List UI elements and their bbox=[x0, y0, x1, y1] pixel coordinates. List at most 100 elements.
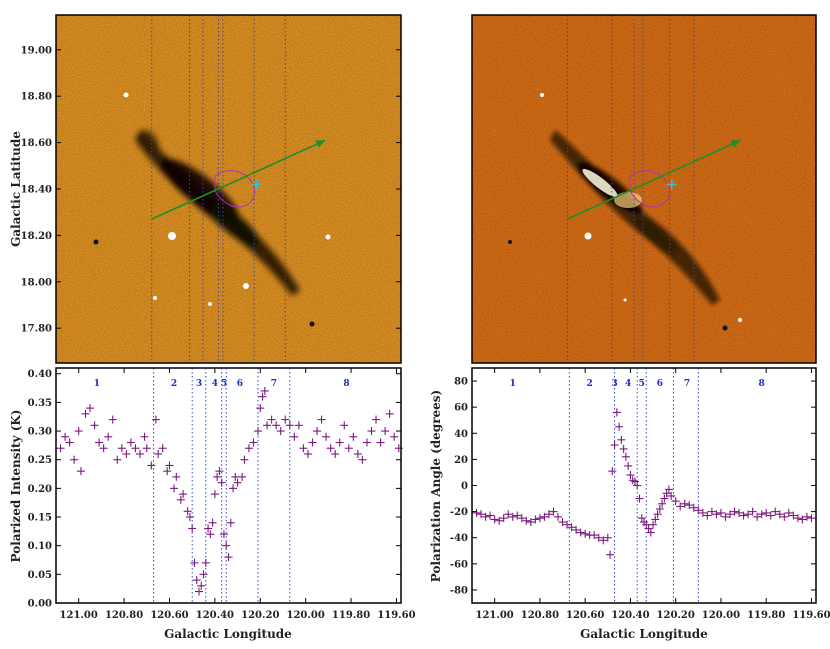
data-point bbox=[215, 467, 224, 476]
cross-marker bbox=[251, 179, 262, 190]
data-point bbox=[183, 507, 192, 516]
data-point bbox=[372, 415, 381, 424]
x-ticks: 121.00 120.80 120.60 120.40 120.20 120.00 119.… bbox=[475, 368, 830, 621]
data-point bbox=[617, 435, 626, 444]
data-point bbox=[798, 515, 807, 524]
data-point bbox=[739, 511, 748, 520]
image-noise bbox=[56, 15, 401, 363]
data-point bbox=[748, 507, 757, 516]
data-point bbox=[619, 444, 628, 453]
data-point bbox=[238, 472, 247, 481]
x-tick-label: 119.60 bbox=[792, 610, 830, 621]
y-tick-label: 0.10 bbox=[28, 541, 52, 552]
data-point bbox=[651, 515, 660, 524]
data-point bbox=[313, 427, 322, 436]
data-point bbox=[172, 472, 181, 481]
data-point bbox=[658, 499, 667, 508]
data-point bbox=[176, 495, 185, 504]
data-point bbox=[563, 520, 572, 529]
data-point bbox=[549, 507, 558, 516]
data-point bbox=[229, 484, 238, 493]
data-point bbox=[802, 512, 811, 521]
data-point bbox=[671, 497, 680, 506]
data-point bbox=[244, 444, 253, 453]
data-point bbox=[531, 515, 540, 524]
x-tick-label: 120.20 bbox=[241, 610, 279, 621]
direction-arrow bbox=[151, 139, 326, 220]
data-point bbox=[762, 508, 771, 517]
data-point bbox=[721, 512, 730, 521]
data-point bbox=[726, 510, 734, 519]
y-axis-label: Galactic Latitude bbox=[9, 131, 23, 247]
panel-frame bbox=[471, 14, 817, 364]
x-tick-label: 120.00 bbox=[702, 610, 740, 621]
data-point bbox=[367, 427, 376, 436]
data-point bbox=[572, 525, 581, 534]
segment-label-5: 5 bbox=[639, 379, 645, 389]
data-point bbox=[504, 510, 513, 519]
data-point bbox=[56, 444, 65, 453]
x-tick-label: 120.20 bbox=[657, 610, 695, 621]
data-point bbox=[635, 494, 644, 503]
image-panel-polarization-angle bbox=[471, 14, 817, 364]
data-point bbox=[131, 444, 140, 453]
data-point bbox=[188, 524, 197, 533]
y-tick-label: 18.80 bbox=[21, 92, 52, 103]
y-tick-label: -80 bbox=[450, 585, 468, 596]
data-point bbox=[208, 518, 217, 527]
y-tick-label: 0.05 bbox=[28, 570, 52, 581]
segment-label-6: 6 bbox=[657, 379, 663, 389]
x-tick-label: 120.80 bbox=[521, 610, 559, 621]
data-point bbox=[140, 432, 149, 441]
data-point bbox=[789, 511, 798, 520]
data-point bbox=[267, 415, 276, 424]
data-point bbox=[680, 499, 689, 508]
data-point bbox=[744, 510, 753, 519]
data-point bbox=[477, 510, 486, 519]
data-point bbox=[317, 415, 326, 424]
segment-label-1: 1 bbox=[94, 379, 100, 389]
y-tick-label: 0.30 bbox=[28, 427, 52, 438]
y-tick-label: -20 bbox=[450, 507, 468, 518]
data-point bbox=[294, 421, 303, 430]
data-point bbox=[344, 444, 353, 453]
data-point bbox=[226, 518, 235, 527]
data-point bbox=[219, 530, 228, 539]
data-point bbox=[472, 508, 481, 517]
data-point bbox=[222, 541, 231, 550]
data-point bbox=[784, 508, 793, 517]
y-tick-label: 0.20 bbox=[28, 484, 52, 495]
plot-frame bbox=[55, 367, 402, 604]
data-point bbox=[707, 507, 716, 516]
data-point bbox=[608, 467, 617, 476]
data-point bbox=[256, 404, 265, 413]
x-tick-label: 120.40 bbox=[196, 610, 234, 621]
data-point bbox=[231, 472, 240, 481]
data-point bbox=[522, 516, 531, 525]
data-point bbox=[390, 432, 399, 441]
segment-label-2: 2 bbox=[587, 379, 593, 389]
y-tick-label: 18.60 bbox=[21, 138, 52, 149]
y-tick-label: 18.00 bbox=[21, 277, 52, 288]
data-point bbox=[81, 409, 90, 418]
data-point bbox=[201, 558, 210, 567]
x-tick-label: 121.00 bbox=[60, 610, 98, 621]
y-axis-label: Polarized Intensity (K) bbox=[9, 410, 23, 563]
data-point bbox=[599, 536, 608, 545]
data-point bbox=[197, 581, 206, 590]
image-panel-polarized-intensity: 19.00 18.80 18.60 18.40 18.20 18.00 17.80 Gala… bbox=[9, 14, 402, 364]
data-point bbox=[358, 455, 367, 464]
data-point bbox=[126, 438, 135, 447]
segment-label-8: 8 bbox=[343, 379, 349, 389]
data-point bbox=[753, 512, 762, 521]
data-point bbox=[513, 511, 522, 520]
segment-label-6: 6 bbox=[237, 379, 243, 389]
data-point bbox=[766, 511, 775, 520]
data-point bbox=[606, 550, 615, 559]
y-tick-label: 20 bbox=[454, 455, 468, 466]
data-point bbox=[757, 510, 766, 519]
data-point bbox=[224, 553, 233, 562]
